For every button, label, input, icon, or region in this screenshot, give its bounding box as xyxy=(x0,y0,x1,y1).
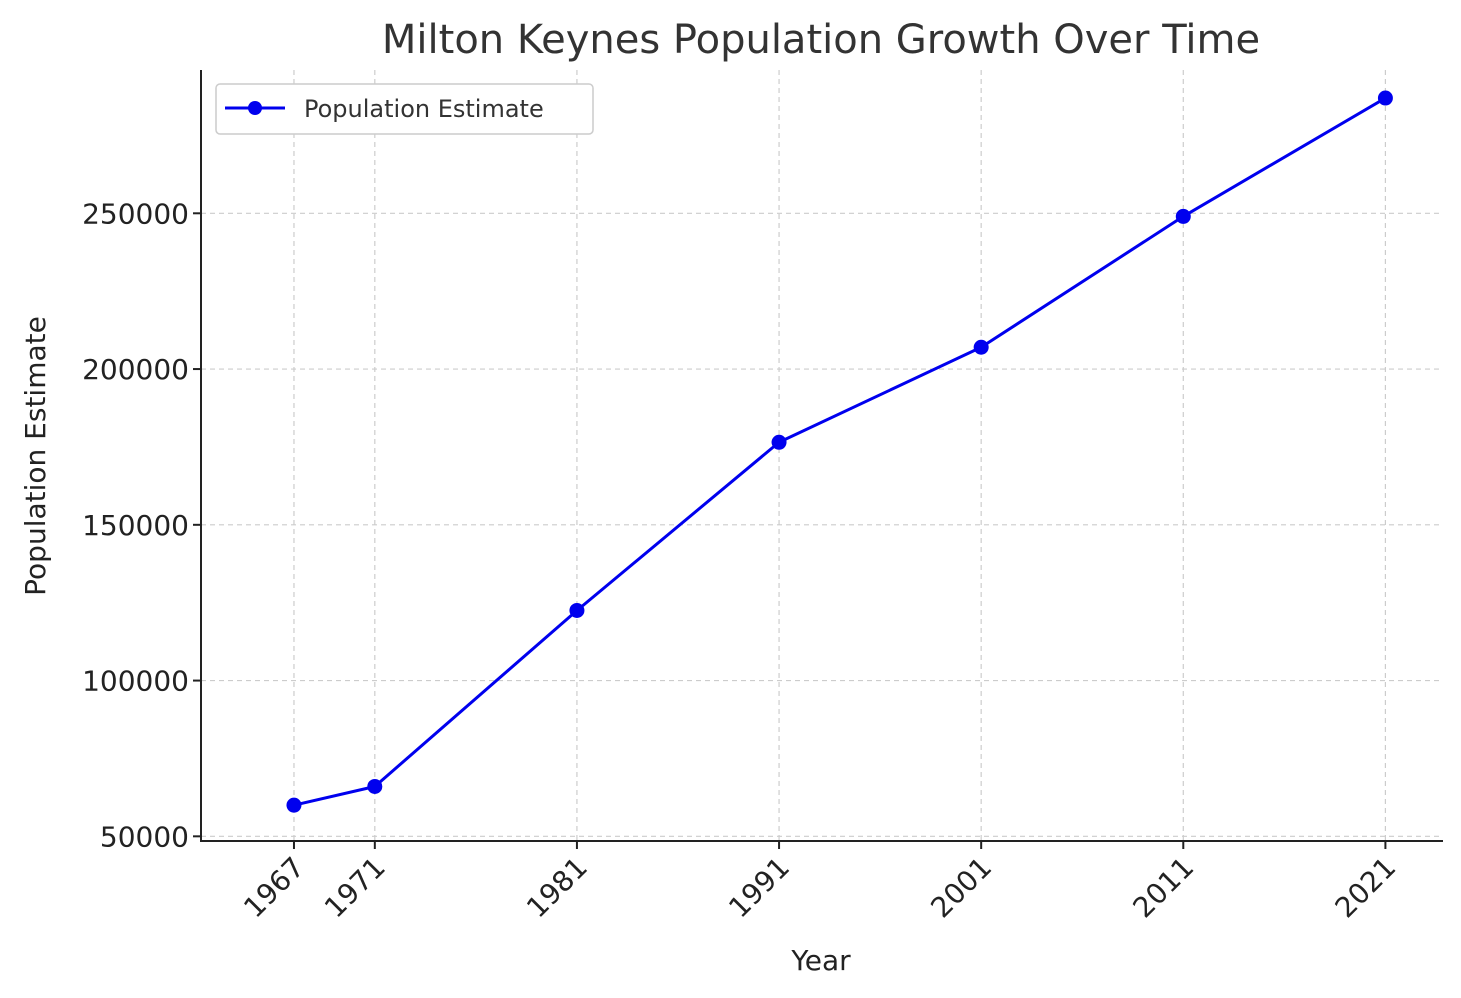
x-axis-label: Year xyxy=(790,944,851,977)
data-point xyxy=(1377,90,1393,106)
y-tick-label: 200000 xyxy=(82,353,189,386)
series-group xyxy=(286,90,1393,813)
data-point xyxy=(367,778,383,794)
data-point xyxy=(286,797,302,813)
grid-lines xyxy=(201,70,1442,841)
y-axis-label: Population Estimate xyxy=(19,316,52,596)
x-tick-label: 1967 xyxy=(237,851,311,925)
x-tick-label: 2011 xyxy=(1127,851,1201,925)
legend-label: Population Estimate xyxy=(304,95,544,123)
x-tick-labels: 1967 1971 1981 1991 2001 2011 2021 xyxy=(237,851,1402,925)
axis-ticks xyxy=(193,212,1387,849)
y-tick-label: 150000 xyxy=(82,509,189,542)
x-tick-label: 1981 xyxy=(520,851,594,925)
legend-point-marker xyxy=(248,101,262,115)
x-tick-label: 1991 xyxy=(722,851,796,925)
y-tick-label: 100000 xyxy=(82,665,189,698)
data-point xyxy=(569,602,585,618)
x-tick-label: 2001 xyxy=(924,851,998,925)
data-point xyxy=(771,434,787,450)
legend-box xyxy=(215,83,594,135)
x-tick-label: 1971 xyxy=(318,851,392,925)
y-tick-label: 250000 xyxy=(82,197,189,230)
series-line xyxy=(293,96,1387,807)
y-tick-label: 50000 xyxy=(100,820,189,853)
legend: Population Estimate xyxy=(215,83,594,135)
data-point xyxy=(1175,208,1191,224)
data-point xyxy=(973,339,989,355)
x-tick-label: 2021 xyxy=(1329,851,1403,925)
chart-title: Milton Keynes Population Growth Over Tim… xyxy=(382,17,1260,63)
y-tick-labels: 50000 100000 150000 200000 250000 xyxy=(82,197,189,853)
axes xyxy=(200,70,1443,842)
